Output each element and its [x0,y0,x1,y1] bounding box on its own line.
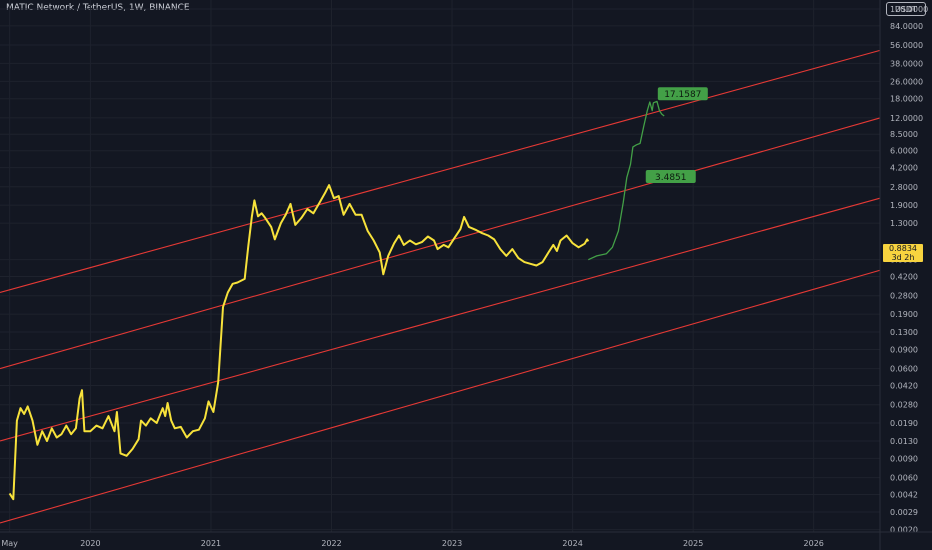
x-tick-label: 2024 [562,539,582,548]
y-tick-label: 1.3000 [890,219,918,228]
x-axis: May 2020 2021 2022 2023 2024 2025 2026 [0,531,932,548]
x-tick-label: 2026 [804,539,824,548]
y-tick-label: 0.1300 [890,328,918,337]
price-label-text: 17.1587 [664,90,701,100]
y-tick-label: 84.0000 [890,22,923,31]
y-tick-label: 12.0000 [890,114,923,123]
channel-lines [0,49,881,524]
y-axis: 120.0000 84.0000 56.0000 38.0000 26.0000 18.0… [879,0,928,550]
x-tick-label: May [1,539,18,548]
y-tick-label: 0.0060 [890,474,918,483]
y-tick-label: 2.8000 [890,183,918,192]
chart-title: MATIC Network / TetherUS, 1W, BINANCE [6,3,190,13]
channel-line [0,197,881,442]
y-tick-label: 0.0090 [890,454,918,463]
y-tick-label: 120.0000 [890,5,928,14]
y-tick-label: 0.4200 [890,273,918,282]
x-tick-label: 2020 [80,539,100,548]
y-tick-label: 0.0042 [890,490,918,499]
y-tick-label: 1.9000 [890,201,918,210]
y-tick-label: 0.0280 [890,401,918,410]
grid [0,0,880,532]
x-tick-label: 2021 [201,539,221,548]
current-price: 0.8834 [889,244,917,253]
y-tick-label: 0.0600 [890,365,918,374]
channel-line [0,49,881,294]
y-tick-label: 8.5000 [890,130,918,139]
current-price-box: 0.8834 3d 2h [883,244,923,262]
y-tick-label: 56.0000 [890,41,923,50]
y-tick-label: 6.0000 [890,147,918,156]
y-tick-label: 0.0190 [890,419,918,428]
x-tick-label: 2023 [442,539,462,548]
series-layer [8,100,665,501]
price-line [8,184,590,501]
y-tick-label: 0.0029 [890,508,918,517]
channel-line [0,117,881,370]
channel-line [0,269,881,524]
y-tick-label: 26.0000 [890,77,923,86]
y-tick-label: 0.2800 [890,292,918,301]
y-tick-label: 0.1900 [890,310,918,319]
x-tick-label: 2025 [683,539,703,548]
price-label-box [645,169,696,183]
price-label-text: 3.4851 [655,173,687,183]
y-tick-label: 0.0020 [890,526,918,535]
price-labels: 17.1587 3.4851 [645,87,708,183]
x-tick-label: 2022 [321,539,341,548]
currency-button[interactable]: USDT [886,2,926,16]
bar-countdown: 3d 2h [891,253,915,262]
y-tick-label: 0.0900 [890,345,918,354]
forecast-line [588,100,665,261]
price-label-box [657,87,708,101]
y-tick-label: 18.0000 [890,95,923,104]
y-tick-label: 0.0130 [890,437,918,446]
y-tick-label: 0.0420 [890,382,918,391]
y-tick-label: 38.0000 [890,59,923,68]
y-tick-label: 4.2000 [890,164,918,173]
